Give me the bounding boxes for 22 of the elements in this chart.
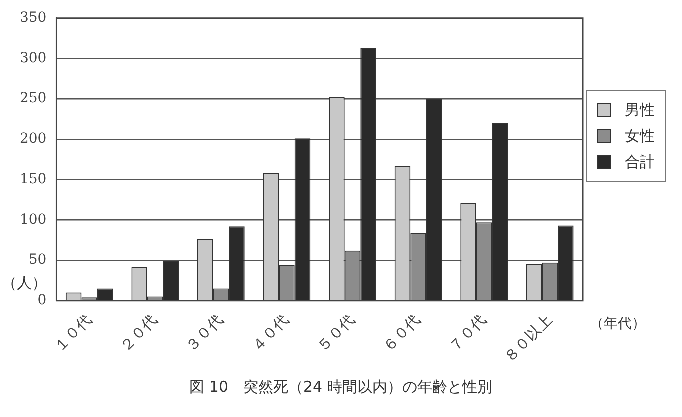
- x-axis-title: （年代）: [590, 315, 646, 333]
- x-tick-label: ５０代: [314, 311, 358, 356]
- y-tick-label: 350: [20, 10, 47, 26]
- text: 図 10 突然死（24 時間以内）の年齢と性別: [188, 378, 494, 397]
- y-tick-label: 100: [20, 212, 47, 228]
- y-tick-label: 0: [38, 292, 47, 308]
- legend-label: 合計: [625, 152, 655, 172]
- y-tick-label: 250: [20, 90, 47, 107]
- y-tick-label: 150: [20, 171, 47, 188]
- x-tick-label: １０代: [50, 311, 96, 356]
- y-axis-title: （人）: [2, 274, 47, 293]
- legend-label: 男性: [625, 100, 655, 120]
- legend-label: 女性: [625, 126, 655, 146]
- y-tick-label: 300: [20, 50, 47, 66]
- y-tick-label: 200: [20, 131, 47, 148]
- x-tick-label: ７０代: [445, 311, 490, 356]
- x-tick-label: ８０以上: [500, 311, 556, 366]
- x-tick-label: ２０代: [116, 311, 161, 356]
- x-tick-label: ６０代: [380, 311, 424, 356]
- x-tick-label: ４０代: [248, 311, 293, 356]
- x-tick-label: ３０代: [182, 311, 227, 356]
- y-tick-label: 50: [28, 252, 47, 268]
